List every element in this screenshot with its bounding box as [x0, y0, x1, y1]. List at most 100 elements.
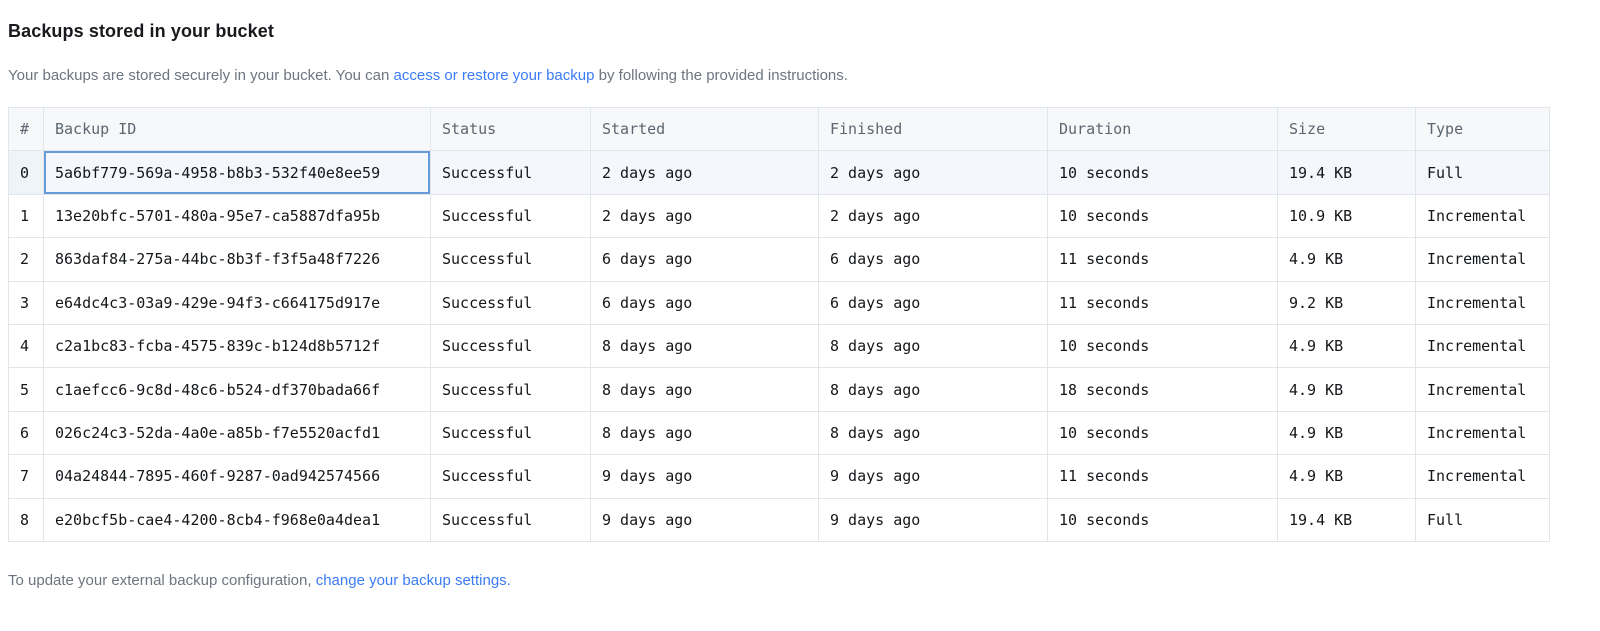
size-cell[interactable]: 19.4 KB	[1277, 497, 1416, 542]
duration-cell[interactable]: 10 seconds	[1047, 150, 1278, 195]
header-row: # Backup ID Status Started Finished Dura…	[8, 106, 1550, 152]
table-row: 5 c1aefcc6-9c8d-48c6-b524-df370bada66f Suc…	[8, 367, 1550, 412]
table-row: 3 e64dc4c3-03a9-429e-94f3-c664175d917e Suc…	[8, 280, 1550, 325]
type-cell[interactable]: Full	[1415, 497, 1550, 542]
started-cell[interactable]: 8 days ago	[590, 367, 819, 412]
intro-text: Your backups are stored securely in your…	[8, 67, 1592, 84]
row-index-cell[interactable]: 1	[8, 193, 44, 239]
type-cell[interactable]: Incremental	[1415, 323, 1550, 369]
column-header-type[interactable]: Type	[1415, 106, 1550, 152]
started-cell[interactable]: 2 days ago	[590, 150, 819, 195]
finished-cell[interactable]: 6 days ago	[818, 237, 1048, 282]
size-cell[interactable]: 4.9 KB	[1277, 410, 1416, 456]
started-cell[interactable]: 9 days ago	[590, 454, 819, 499]
status-cell[interactable]: Successful	[430, 237, 591, 282]
table-row: 1 13e20bfc-5701-480a-95e7-ca5887dfa95b Suc…	[8, 193, 1550, 239]
backup-id-cell[interactable]: e64dc4c3-03a9-429e-94f3-c664175d917e	[43, 280, 431, 325]
status-cell[interactable]: Successful	[430, 323, 591, 369]
row-index-cell[interactable]: 0	[8, 150, 44, 195]
backup-id-cell[interactable]: c1aefcc6-9c8d-48c6-b524-df370bada66f	[43, 367, 431, 412]
finished-cell[interactable]: 2 days ago	[818, 193, 1048, 239]
size-cell[interactable]: 4.9 KB	[1277, 237, 1416, 282]
size-cell[interactable]: 4.9 KB	[1277, 323, 1416, 369]
size-cell[interactable]: 4.9 KB	[1277, 367, 1416, 412]
backup-id-cell[interactable]: c2a1bc83-fcba-4575-839c-b124d8b5712f	[43, 323, 431, 369]
status-cell[interactable]: Successful	[430, 497, 591, 542]
status-cell[interactable]: Successful	[430, 193, 591, 239]
backup-id-cell[interactable]: e20bcf5b-cae4-4200-8cb4-f968e0a4dea1	[43, 497, 431, 542]
status-cell[interactable]: Successful	[430, 367, 591, 412]
row-index-cell[interactable]: 6	[8, 410, 44, 456]
status-cell[interactable]: Successful	[430, 150, 591, 195]
row-index-cell[interactable]: 8	[8, 497, 44, 542]
started-cell[interactable]: 8 days ago	[590, 323, 819, 369]
column-header-size[interactable]: Size	[1277, 106, 1416, 152]
page-title: Backups stored in your bucket	[8, 21, 274, 41]
started-cell[interactable]: 8 days ago	[590, 410, 819, 456]
type-cell[interactable]: Incremental	[1415, 280, 1550, 325]
column-header-started[interactable]: Started	[590, 106, 819, 152]
duration-cell[interactable]: 10 seconds	[1047, 193, 1278, 239]
duration-cell[interactable]: 10 seconds	[1047, 497, 1278, 542]
column-header-backup-id[interactable]: Backup ID	[43, 106, 431, 152]
started-cell[interactable]: 9 days ago	[590, 497, 819, 542]
backup-id-cell[interactable]: 5a6bf779-569a-4958-b8b3-532f40e8ee59	[43, 150, 431, 195]
size-cell[interactable]: 19.4 KB	[1277, 150, 1416, 195]
finished-cell[interactable]: 8 days ago	[818, 323, 1048, 369]
backup-id-cell[interactable]: 026c24c3-52da-4a0e-a85b-f7e5520acfd1	[43, 410, 431, 456]
backups-table: # Backup ID Status Started Finished Dura…	[8, 106, 1550, 542]
status-cell[interactable]: Successful	[430, 454, 591, 499]
row-index-cell[interactable]: 7	[8, 454, 44, 499]
backup-id-cell[interactable]: 863daf84-275a-44bc-8b3f-f3f5a48f7226	[43, 237, 431, 282]
duration-cell[interactable]: 11 seconds	[1047, 237, 1278, 282]
table-row: 0 5a6bf779-569a-4958-b8b3-532f40e8ee59 Suc…	[8, 150, 1550, 195]
intro-before: Your backups are stored securely in your…	[8, 67, 394, 84]
type-cell[interactable]: Incremental	[1415, 193, 1550, 239]
table-row: 8 e20bcf5b-cae4-4200-8cb4-f968e0a4dea1 Suc…	[8, 497, 1550, 542]
size-cell[interactable]: 4.9 KB	[1277, 454, 1416, 499]
column-header-finished[interactable]: Finished	[818, 106, 1048, 152]
column-header-status[interactable]: Status	[430, 106, 591, 152]
access-restore-backup-link[interactable]: access or restore your backup	[393, 67, 595, 84]
row-index-cell[interactable]: 4	[8, 323, 44, 369]
row-index-cell[interactable]: 3	[8, 280, 44, 325]
backups-page: Backups stored in your bucket Your backu…	[8, 21, 1592, 589]
status-cell[interactable]: Successful	[430, 410, 591, 456]
started-cell[interactable]: 6 days ago	[590, 237, 819, 282]
backup-id-cell[interactable]: 04a24844-7895-460f-9287-0ad942574566	[43, 454, 431, 499]
type-cell[interactable]: Incremental	[1415, 410, 1550, 456]
table-row: 2 863daf84-275a-44bc-8b3f-f3f5a48f7226 Suc…	[8, 237, 1550, 282]
intro-after: by following the provided instructions.	[594, 67, 848, 84]
finished-cell[interactable]: 6 days ago	[818, 280, 1048, 325]
finished-cell[interactable]: 2 days ago	[818, 150, 1048, 195]
type-cell[interactable]: Incremental	[1415, 454, 1550, 499]
type-cell[interactable]: Incremental	[1415, 367, 1550, 412]
started-cell[interactable]: 6 days ago	[590, 280, 819, 325]
size-cell[interactable]: 10.9 KB	[1277, 193, 1416, 239]
table-row: 4 c2a1bc83-fcba-4575-839c-b124d8b5712f Suc…	[8, 323, 1550, 369]
change-backup-settings-link[interactable]: change your backup settings.	[315, 571, 511, 589]
started-cell[interactable]: 2 days ago	[590, 193, 819, 239]
duration-cell[interactable]: 10 seconds	[1047, 410, 1278, 456]
table-row: 7 04a24844-7895-460f-9287-0ad942574566 Suc…	[8, 454, 1550, 499]
type-cell[interactable]: Incremental	[1415, 237, 1550, 282]
row-index-cell[interactable]: 2	[8, 237, 44, 282]
finished-cell[interactable]: 9 days ago	[818, 497, 1048, 542]
finished-cell[interactable]: 8 days ago	[818, 410, 1048, 456]
size-cell[interactable]: 9.2 KB	[1277, 280, 1416, 325]
duration-cell[interactable]: 10 seconds	[1047, 323, 1278, 369]
type-cell[interactable]: Full	[1415, 150, 1550, 195]
duration-cell[interactable]: 18 seconds	[1047, 367, 1278, 412]
table-header: # Backup ID Status Started Finished Dura…	[8, 106, 1550, 152]
backup-id-cell[interactable]: 13e20bfc-5701-480a-95e7-ca5887dfa95b	[43, 193, 431, 239]
duration-cell[interactable]: 11 seconds	[1047, 280, 1278, 325]
table-row: 6 026c24c3-52da-4a0e-a85b-f7e5520acfd1 Suc…	[8, 410, 1550, 456]
column-header-duration[interactable]: Duration	[1047, 106, 1278, 152]
footer-text: To update your external backup configura…	[8, 572, 1592, 589]
duration-cell[interactable]: 11 seconds	[1047, 454, 1278, 499]
finished-cell[interactable]: 8 days ago	[818, 367, 1048, 412]
row-index-cell[interactable]: 5	[8, 367, 44, 412]
status-cell[interactable]: Successful	[430, 280, 591, 325]
column-header-index[interactable]: #	[8, 106, 44, 152]
finished-cell[interactable]: 9 days ago	[818, 454, 1048, 499]
